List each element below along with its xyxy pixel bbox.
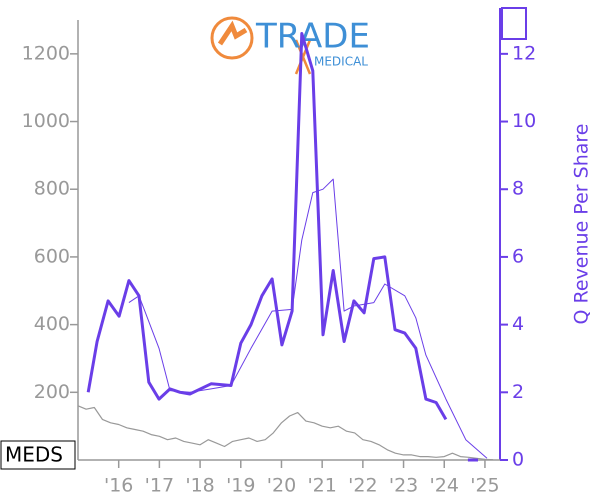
y-tick-label: 1200 (22, 42, 70, 64)
y2-tick-label: 0 (512, 449, 524, 471)
x-tick-label: '17 (145, 475, 174, 497)
logo-arrow (217, 20, 248, 46)
y2-tick-label: 6 (512, 245, 524, 267)
y2-tick-label: 12 (512, 42, 536, 64)
y-tick-label: 200 (34, 381, 70, 403)
y-tick-label: 1000 (22, 110, 70, 132)
ticker-box (0, 440, 76, 470)
series-line (86, 32, 478, 462)
logo-x (294, 39, 312, 75)
x-tick-label: '22 (348, 475, 377, 497)
logo-brand: TRADE (255, 17, 370, 57)
x-tick-label: '21 (307, 475, 336, 497)
ticker: MEDS (5, 443, 63, 467)
y-tick-label: 600 (34, 245, 70, 267)
x-tick-label: '23 (389, 475, 418, 497)
y-tick-label: 400 (34, 313, 70, 335)
plot: 200 400 600 800 1000 1200 0 2 4 6 8 10 12 '16 '17 '18 '1… (22, 32, 536, 497)
series-line (128, 178, 488, 459)
x-tick-label: '25 (470, 475, 499, 497)
x-tick-label: '18 (185, 475, 214, 497)
logo-ring (210, 16, 254, 60)
logo: TRADE MEDICAL (210, 16, 370, 75)
legend-box (501, 7, 527, 40)
y2-tick-label: 8 (512, 178, 524, 200)
series-line (77, 405, 494, 461)
x-tick-label: '24 (430, 475, 459, 497)
x-tick-label: '16 (104, 475, 133, 497)
logo-sub: MEDICAL (314, 55, 368, 69)
y2-tick-label: 2 (512, 381, 524, 403)
x-tick-label: '20 (267, 475, 296, 497)
y2-tick-label: 4 (512, 313, 524, 335)
y2-axis-label: Q Revenue Per Share (571, 124, 593, 325)
x-tick-label: '19 (226, 475, 255, 497)
y-tick-label: 800 (34, 178, 70, 200)
y2-tick-label: 10 (512, 110, 536, 132)
